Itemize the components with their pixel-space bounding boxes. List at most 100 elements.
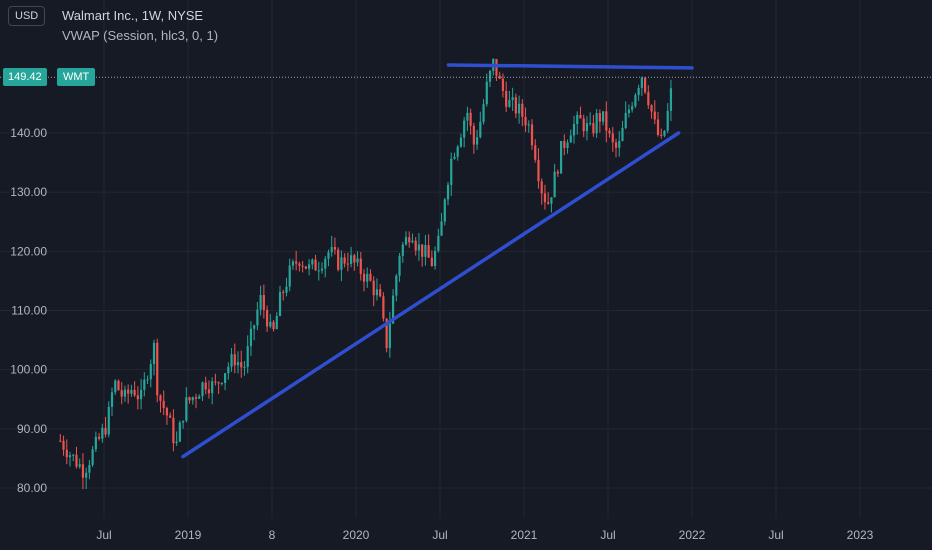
candle-body <box>511 97 514 100</box>
candle-body <box>395 275 398 296</box>
candle-body <box>72 454 75 456</box>
candle-body <box>643 77 647 93</box>
trendline-resistance <box>446 63 694 70</box>
candle-body <box>120 390 123 397</box>
candle-body <box>527 124 530 126</box>
x-tick-label: Jul <box>768 528 783 542</box>
candle-body <box>611 133 614 143</box>
candle-body <box>107 406 110 435</box>
candle-body <box>369 273 372 281</box>
candle-body <box>314 259 317 271</box>
legend-title[interactable]: Walmart Inc., 1W, NYSE <box>62 8 204 23</box>
candle-body <box>127 389 130 394</box>
candle-body <box>223 373 227 384</box>
candle-body <box>162 400 165 409</box>
candle-body <box>356 258 359 263</box>
candle-body <box>421 244 424 257</box>
candle-body <box>379 289 382 297</box>
x-tick-label: 8 <box>269 528 276 542</box>
candle-body <box>592 122 595 134</box>
y-axis[interactable]: 80.00 90.00 100.00 110.00 120.00 130.00 140.00 <box>10 126 47 495</box>
x-tick-label: 2019 <box>175 528 202 542</box>
candle-body <box>324 258 327 269</box>
candle-body <box>282 291 285 293</box>
candle-body <box>417 244 421 251</box>
candle-body <box>139 389 143 400</box>
x-tick-label: 2022 <box>679 528 706 542</box>
candle-body <box>453 156 456 159</box>
candle-body <box>359 258 362 274</box>
candle-body <box>346 263 349 265</box>
candle-body <box>181 420 185 423</box>
currency-button[interactable]: USD <box>8 6 46 26</box>
candle-body <box>385 318 388 349</box>
candle-body <box>595 113 598 134</box>
candle-body <box>530 124 534 146</box>
candle-body <box>653 111 656 120</box>
candle-body <box>495 58 498 76</box>
trendline-support <box>181 131 681 459</box>
candle-body <box>669 88 673 111</box>
candle-body <box>333 247 337 250</box>
candle-body <box>353 255 356 263</box>
candle-body <box>566 142 569 149</box>
candle-body <box>508 99 511 107</box>
candle-body <box>391 295 395 324</box>
candle-body <box>94 436 97 450</box>
candle-body <box>165 408 169 416</box>
candle-body <box>621 127 624 141</box>
candle-body <box>246 346 249 367</box>
candle-body <box>301 265 304 267</box>
candle-body <box>117 380 120 391</box>
last-price-label: 149.42 <box>3 68 47 86</box>
candle-body <box>411 240 414 243</box>
legend-indicator[interactable]: VWAP (Session, hlc3, 0, 1) <box>62 28 219 43</box>
candle-body <box>343 257 346 264</box>
candle-body <box>259 295 262 310</box>
candle-body <box>472 125 475 145</box>
candle-body <box>382 296 385 319</box>
candle-body <box>337 249 340 270</box>
candle-body <box>227 366 230 374</box>
candle-body <box>547 202 550 204</box>
candle-body <box>253 325 256 329</box>
candle-body <box>143 379 146 390</box>
candle-body <box>220 383 223 385</box>
candle-body <box>479 121 482 138</box>
candle-body <box>660 134 663 136</box>
candle-body <box>298 263 301 266</box>
x-tick-label: 2023 <box>847 528 874 542</box>
candle-body <box>256 309 259 326</box>
candle-body <box>191 397 194 401</box>
candle-body <box>437 235 440 251</box>
candle-body <box>85 472 88 478</box>
candle-body <box>62 440 65 450</box>
candle-body <box>556 171 559 174</box>
candle-body <box>201 382 204 397</box>
candle-body <box>207 389 211 394</box>
candle-body <box>424 245 427 257</box>
candle-body <box>285 286 288 293</box>
candle-body <box>475 137 479 145</box>
candle-body <box>463 120 466 138</box>
candle-body <box>650 105 653 112</box>
candle-body <box>627 109 631 114</box>
candle-body <box>123 389 127 397</box>
y-tick-label: 140.00 <box>10 126 47 140</box>
candle-body <box>404 237 408 245</box>
trendlines[interactable] <box>181 63 694 459</box>
candle-body <box>514 97 517 114</box>
x-tick-label: 2021 <box>511 528 538 542</box>
candle-body <box>459 137 463 147</box>
candle-body <box>559 141 563 174</box>
candle-body <box>585 123 589 132</box>
candle-body <box>482 104 485 122</box>
candle-body <box>91 449 94 465</box>
candle-body <box>304 266 307 269</box>
candle-body <box>634 95 637 107</box>
candle-body <box>185 397 188 421</box>
candle-body <box>272 321 275 330</box>
x-axis[interactable]: Jul 2019 8 2020 Jul 2021 Jul 2022 Jul 2023 <box>96 528 873 542</box>
